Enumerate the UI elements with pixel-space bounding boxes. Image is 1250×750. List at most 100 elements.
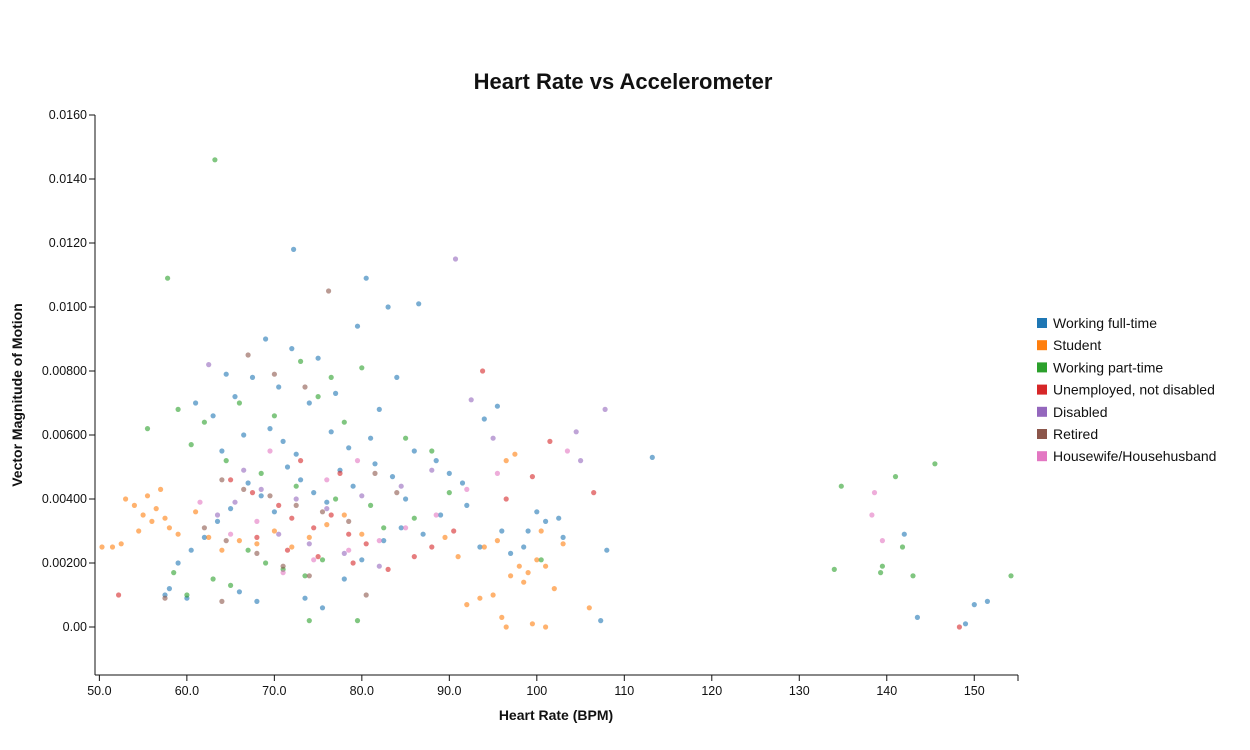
data-point <box>284 464 291 470</box>
data-point <box>429 448 435 454</box>
data-point <box>324 477 330 483</box>
data-point <box>871 490 878 496</box>
data-point <box>551 586 557 592</box>
data-point <box>838 483 844 489</box>
data-point <box>598 618 604 624</box>
data-point <box>337 470 343 476</box>
data-point <box>494 403 500 409</box>
data-point <box>109 544 116 550</box>
legend-swatch <box>1037 340 1047 351</box>
data-point <box>477 544 483 550</box>
data-point <box>591 490 597 496</box>
data-point <box>376 538 382 544</box>
data-point <box>271 371 277 377</box>
data-point <box>578 458 584 464</box>
legend-label: Unemployed, not disabled <box>1053 382 1215 398</box>
data-point <box>411 554 417 560</box>
data-point <box>490 435 496 441</box>
data-point <box>481 544 487 550</box>
data-point <box>184 592 190 598</box>
data-point <box>971 602 977 608</box>
x-tick-label: 140 <box>876 684 897 698</box>
data-point <box>490 592 496 598</box>
data-point <box>354 618 361 624</box>
data-point <box>381 538 387 544</box>
data-point <box>328 374 334 380</box>
data-point <box>564 448 571 454</box>
data-point <box>219 547 225 553</box>
legend-label: Housewife/Househusband <box>1053 448 1216 464</box>
data-point <box>324 499 330 505</box>
data-point <box>521 544 527 550</box>
data-point <box>123 496 129 502</box>
y-tick-label: 0.0100 <box>49 300 87 314</box>
series-working-full-time <box>162 246 991 627</box>
legend-item: Housewife/Househusband <box>1037 448 1216 464</box>
data-point <box>214 512 221 518</box>
data-point <box>879 538 886 544</box>
data-point <box>289 346 295 352</box>
data-point <box>481 416 487 422</box>
data-point <box>350 483 356 489</box>
data-point <box>394 490 400 496</box>
data-point <box>228 531 234 537</box>
data-point <box>359 531 365 537</box>
data-point <box>254 518 260 525</box>
data-point <box>284 547 291 553</box>
data-point <box>136 528 142 534</box>
data-point <box>324 522 330 528</box>
data-point <box>433 458 439 464</box>
data-point <box>298 477 304 483</box>
data-point <box>346 547 352 553</box>
y-tick-label: 0.00200 <box>42 556 87 570</box>
data-point <box>245 480 251 486</box>
data-point <box>245 352 251 358</box>
data-point <box>131 502 137 508</box>
data-point <box>319 557 326 563</box>
data-point <box>267 493 273 499</box>
data-point <box>560 534 566 541</box>
data-point <box>350 560 356 566</box>
data-point <box>315 554 321 560</box>
legend-swatch <box>1037 384 1047 395</box>
data-point <box>223 538 229 544</box>
data-point <box>573 429 579 435</box>
data-point <box>258 470 264 476</box>
data-point <box>267 426 273 432</box>
data-point <box>525 528 531 534</box>
data-point <box>153 506 159 512</box>
data-point <box>411 448 417 454</box>
data-point <box>376 406 382 412</box>
data-point <box>249 374 256 380</box>
data-point <box>223 371 229 377</box>
x-tick-label: 60.0 <box>175 684 199 698</box>
data-point <box>389 474 396 480</box>
data-point <box>446 470 452 476</box>
data-point <box>254 541 260 547</box>
data-point <box>446 490 452 496</box>
data-point <box>263 560 269 566</box>
data-point <box>276 502 282 508</box>
data-point <box>201 525 207 531</box>
data-point <box>306 534 312 541</box>
legend-item: Working part-time <box>1037 359 1163 375</box>
y-tick-label: 0.0120 <box>49 236 87 250</box>
data-point <box>899 544 906 550</box>
x-tick-label: 150 <box>964 684 985 698</box>
data-point <box>403 435 409 441</box>
series-disabled <box>206 256 608 569</box>
data-point <box>521 579 527 585</box>
data-point <box>560 541 566 547</box>
data-point <box>289 544 295 550</box>
data-point <box>328 512 334 518</box>
data-point <box>201 419 207 425</box>
data-point <box>512 451 518 457</box>
data-point <box>306 541 312 547</box>
data-point <box>328 429 334 435</box>
data-point <box>311 557 317 563</box>
data-point <box>901 531 907 537</box>
y-tick-label: 0.00 <box>63 620 87 634</box>
series-retired <box>162 288 400 605</box>
data-point <box>298 458 304 464</box>
